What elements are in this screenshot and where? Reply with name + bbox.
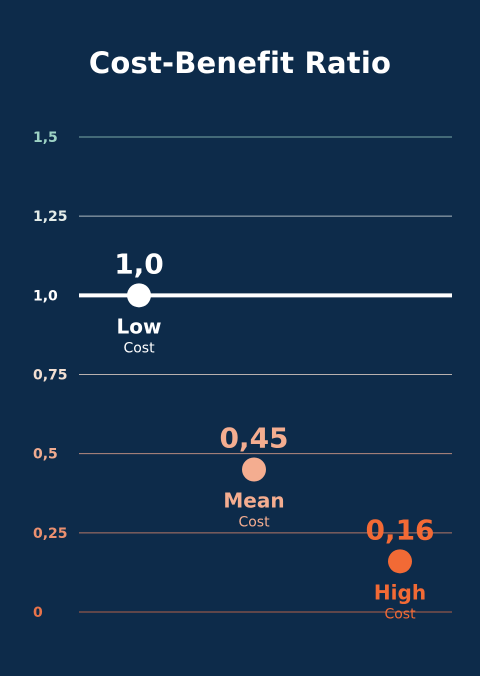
chart-plot: 0 0,25 0,5 0,75 1,0 1,25 1,5 1,0 Low Cost 0,45 Mean… [33,130,452,622]
point-name-label: Low [117,314,162,338]
data-point [242,457,266,482]
point-sub-label: Cost [238,515,270,531]
y-tick-label: 1,25 [33,209,68,225]
data-value-label: 1,0 [114,247,164,280]
y-tick-label: 0,5 [33,447,58,463]
y-tick-label: 0,75 [33,368,68,384]
point-name-label: Mean [223,489,284,513]
data-point [127,283,151,308]
y-tick-label: 1,5 [33,130,58,146]
data-value-label: 0,16 [365,513,434,546]
y-tick-label: 1,0 [33,288,58,304]
y-tick-label: 0 [33,605,43,621]
y-tick-label: 0,25 [33,526,68,542]
point-sub-label: Cost [123,340,155,356]
point-sub-label: Cost [384,606,416,622]
data-value-label: 0,45 [219,422,288,455]
data-point [388,549,412,574]
chart-title: Cost-Benefit Ratio [88,46,392,80]
point-name-label: High [374,580,426,604]
chart-panel: Cost-Benefit Ratio 0 0,25 0,5 0,75 1,0 1,25 1,… [0,0,480,676]
